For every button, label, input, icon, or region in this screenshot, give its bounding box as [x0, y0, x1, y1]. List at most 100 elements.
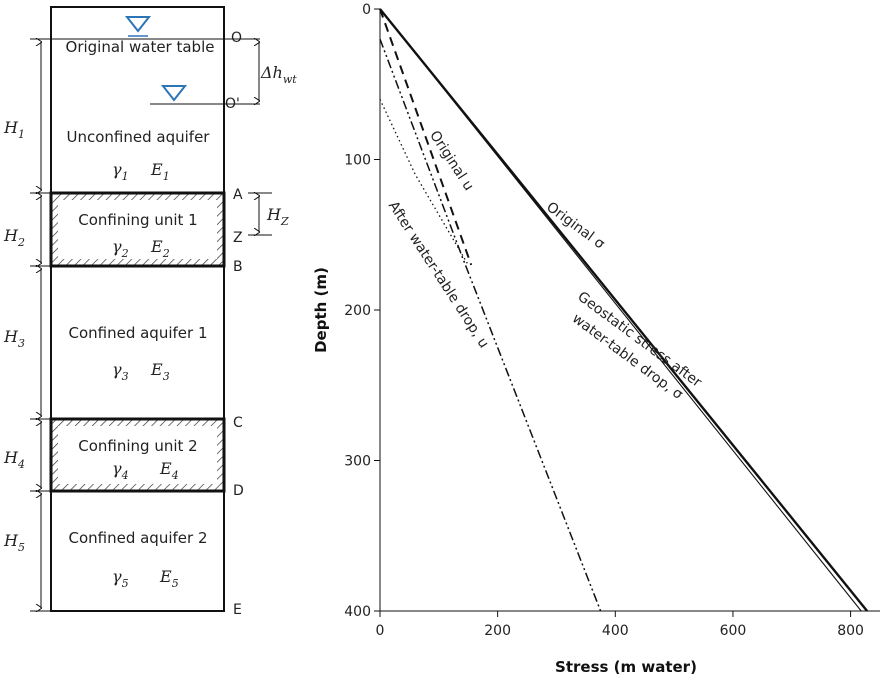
chart-series — [379, 8, 869, 612]
h4-symbol: H — [3, 448, 19, 467]
e-symbol: E — [150, 360, 163, 379]
chart-ticks: 0 100 200 300 400 0 200 400 600 800 — [344, 2, 864, 639]
stress-depth-chart: 0 100 200 300 400 0 200 400 600 800 Stress (m wat… — [312, 2, 880, 676]
point-e: E — [233, 602, 242, 618]
x-tick-label: 600 — [720, 623, 747, 639]
thickness-dimensions — [30, 42, 50, 611]
lowered-water-table-icon — [160, 85, 188, 102]
props-3: γ3 E3 — [112, 360, 170, 383]
gamma-sub: 2 — [121, 247, 129, 260]
e-sub: 4 — [171, 469, 179, 482]
layer-name-unconfined: Unconfined aquifer — [67, 128, 211, 146]
props-1: γ1 E1 — [112, 160, 170, 183]
e-sub: 2 — [162, 247, 170, 260]
hz-sub: Z — [280, 215, 289, 228]
point-z: Z — [233, 230, 243, 246]
confining-unit-2 — [49, 417, 226, 493]
label-after-u: After water-table drop, u — [385, 199, 492, 352]
gamma-symbol: γ — [112, 459, 122, 478]
series-dotted_u — [379, 99, 469, 266]
props-5: γ5 E5 — [112, 567, 179, 590]
gamma-symbol: γ — [112, 567, 122, 586]
confining-unit-1 — [49, 191, 226, 268]
e-symbol: E — [159, 567, 172, 586]
h1-sub: 1 — [18, 128, 25, 141]
x-axis-title: Stress (m water) — [555, 658, 697, 676]
hz-label: HZ — [266, 205, 289, 228]
point-labels: O O' A Z B C D E — [225, 30, 244, 618]
x-tick-label: 400 — [602, 623, 629, 639]
gamma-sub: 5 — [122, 577, 129, 590]
gamma-symbol: γ — [112, 237, 122, 256]
gamma-sub: 4 — [121, 469, 129, 482]
gamma-sub: 1 — [122, 170, 129, 183]
series-geo_sigma — [379, 8, 862, 612]
e-sub: 5 — [172, 577, 179, 590]
y-tick-label: 0 — [362, 2, 371, 18]
layer-name-confining-2: Confining unit 2 — [78, 437, 197, 455]
h2-symbol: H — [3, 226, 19, 245]
h1-symbol: H — [3, 118, 19, 137]
svg-text:γ2: γ2 — [112, 237, 129, 260]
y-tick-label: 400 — [344, 604, 371, 620]
gamma-symbol: γ — [112, 360, 122, 379]
h2-sub: 2 — [17, 236, 25, 249]
svg-text:γ1: γ1 — [112, 160, 129, 183]
svg-text:H4: H4 — [3, 448, 25, 471]
y-tick-label: 100 — [344, 153, 371, 169]
e-symbol: E — [150, 237, 163, 256]
thickness-labels: H1 H2 H3 H4 H5 — [3, 118, 25, 554]
y-tick-label: 300 — [344, 454, 371, 470]
point-o-prime: O' — [225, 96, 240, 112]
x-tick-label: 800 — [837, 623, 864, 639]
y-axis-title: Depth (m) — [312, 267, 330, 353]
svg-text:H5: H5 — [3, 531, 25, 554]
soil-column: Original water table Unconfined aquifer … — [3, 6, 297, 618]
svg-text:E2: E2 — [150, 237, 170, 260]
column-outline — [50, 6, 225, 612]
delta-h-sub: wt — [283, 73, 297, 86]
series-orig_u — [379, 8, 473, 266]
h5-symbol: H — [3, 531, 19, 550]
point-c: C — [233, 415, 243, 431]
e-sub: 3 — [163, 370, 170, 383]
label-original-u: Original u — [426, 128, 477, 194]
svg-text:H1: H1 — [3, 118, 25, 141]
point-a: A — [233, 187, 243, 203]
delta-h-symbol: Δh — [260, 63, 283, 82]
delta-h-label: Δhwt — [260, 63, 297, 86]
layer-name-confining-1: Confining unit 1 — [78, 211, 197, 229]
point-o: O — [231, 30, 242, 46]
x-tick-label: 200 — [484, 623, 511, 639]
water-table-icon — [124, 16, 152, 37]
point-b: B — [233, 259, 243, 275]
x-tick-label: 0 — [376, 623, 385, 639]
svg-text:H2: H2 — [3, 226, 25, 249]
delta-h-dimension — [248, 42, 272, 235]
svg-text:γ4: γ4 — [112, 459, 129, 482]
h4-sub: 4 — [17, 458, 25, 471]
svg-text:E3: E3 — [150, 360, 170, 383]
e-symbol: E — [159, 459, 172, 478]
water-table-label: Original water table — [66, 38, 215, 56]
svg-text:γ3: γ3 — [112, 360, 129, 383]
svg-text:E4: E4 — [159, 459, 179, 482]
layer-name-confined-2: Confined aquifer 2 — [68, 529, 207, 547]
svg-text:H3: H3 — [3, 327, 25, 350]
svg-text:E1: E1 — [150, 160, 170, 183]
e-sub: 1 — [163, 170, 170, 183]
hz-symbol: H — [266, 205, 282, 224]
h3-symbol: H — [3, 327, 19, 346]
props-2: γ2 E2 — [112, 237, 170, 260]
h3-sub: 3 — [18, 337, 25, 350]
layer-name-confined-1: Confined aquifer 1 — [68, 324, 207, 342]
svg-text:γ5: γ5 — [112, 567, 129, 590]
h5-sub: 5 — [18, 541, 25, 554]
series-orig_sigma — [379, 8, 869, 612]
y-tick-label: 200 — [344, 303, 371, 319]
props-4: γ4 E4 — [112, 459, 179, 482]
svg-text:E5: E5 — [159, 567, 179, 590]
point-d: D — [233, 483, 244, 499]
gamma-symbol: γ — [112, 160, 122, 179]
